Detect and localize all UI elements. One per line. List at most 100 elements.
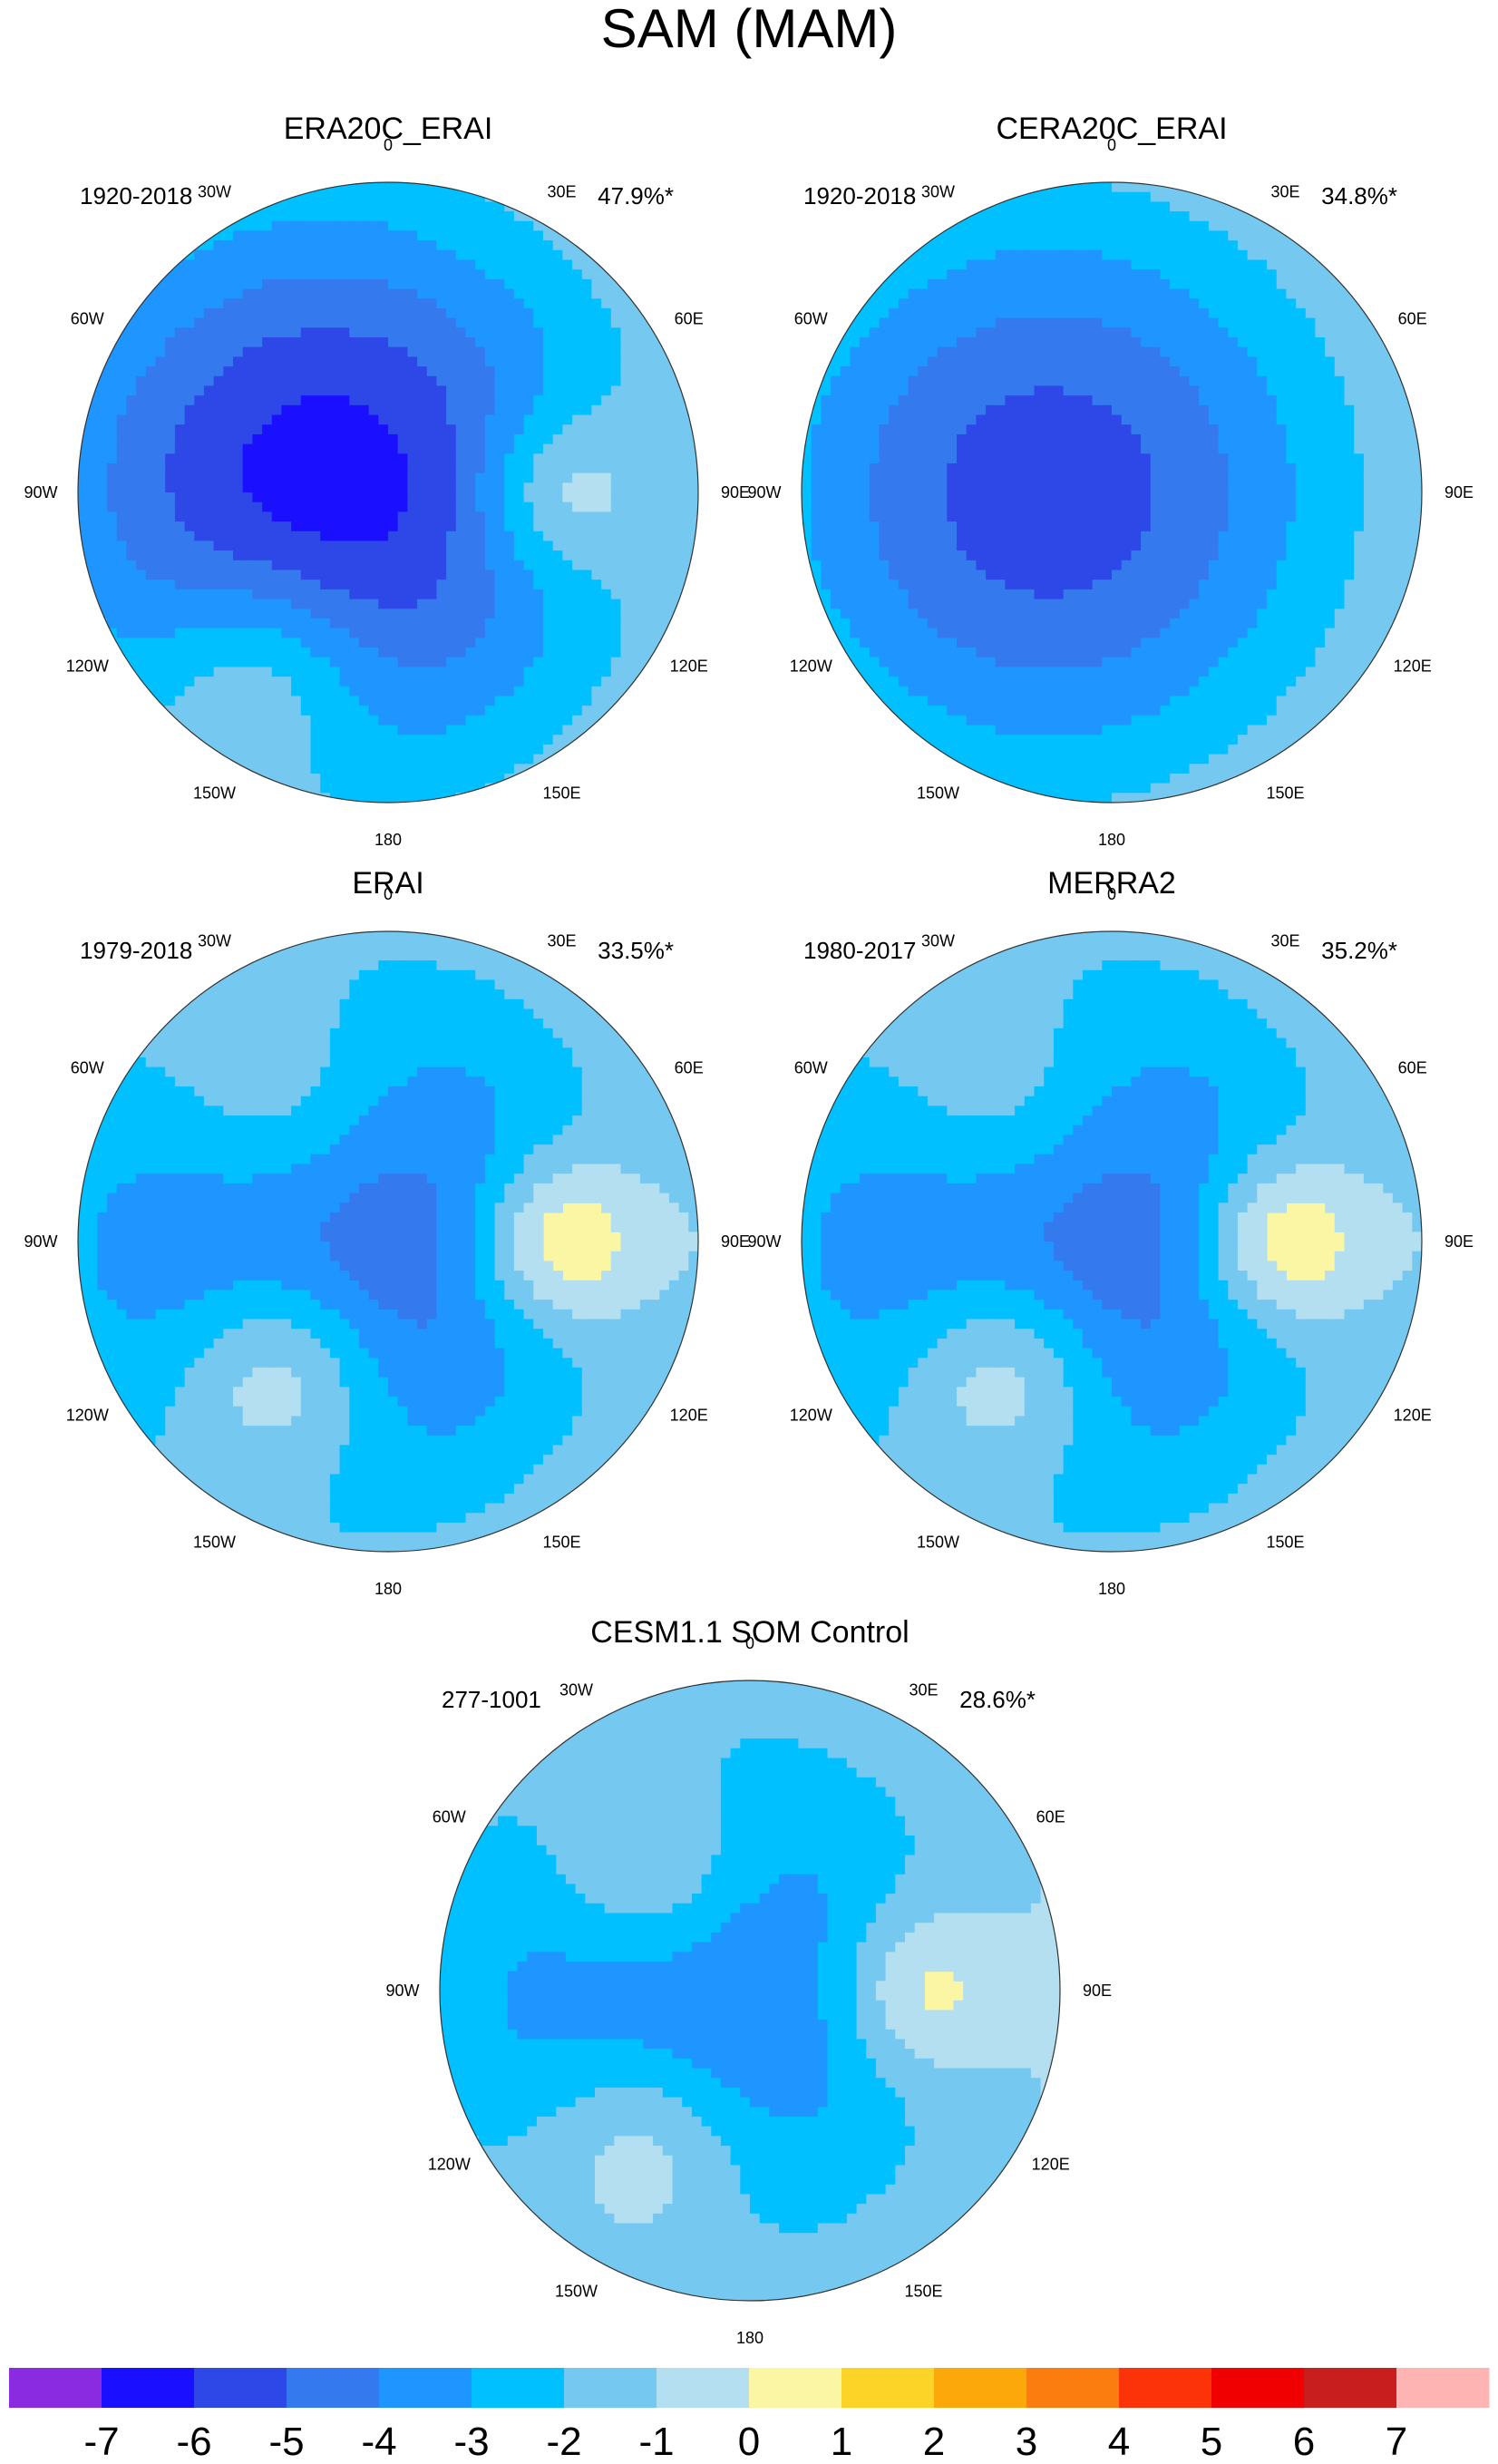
- contour-cell: [145, 298, 157, 309]
- contour-cell: [378, 278, 389, 290]
- contour-cell: [831, 511, 841, 522]
- contour-cell: [513, 589, 525, 600]
- contour-cell: [572, 395, 583, 406]
- contour-cell: [1063, 579, 1074, 590]
- contour-cell: [368, 182, 379, 193]
- contour-cell: [659, 443, 670, 454]
- contour-cell: [1092, 346, 1103, 357]
- contour-cell: [1053, 541, 1065, 551]
- contour-cell: [543, 735, 554, 745]
- contour-cell: [320, 550, 331, 561]
- contour-cell: [320, 375, 331, 387]
- contour-cell: [966, 715, 977, 726]
- contour-cell: [1005, 521, 1016, 532]
- contour-cell: [300, 715, 312, 726]
- contour-cell: [860, 686, 871, 697]
- contour-cell: [1063, 609, 1074, 619]
- contour-cell: [581, 735, 593, 745]
- contour-cell: [339, 278, 350, 290]
- contour-cell: [310, 628, 321, 638]
- contour-cell: [957, 744, 968, 755]
- contour-cell: [203, 502, 215, 512]
- contour-cell: [831, 579, 841, 590]
- contour-cell: [1024, 696, 1036, 706]
- contour-cell: [155, 453, 166, 464]
- contour-cell: [446, 201, 457, 212]
- contour-cell: [320, 511, 331, 522]
- contour-cell: [320, 249, 331, 261]
- contour-cell: [1063, 764, 1074, 774]
- longitude-label: 0: [384, 136, 393, 154]
- contour-cell: [320, 453, 331, 464]
- contour-cell: [927, 502, 939, 512]
- contour-cell: [339, 599, 350, 609]
- contour-cell: [610, 521, 622, 532]
- contour-cell: [1044, 657, 1055, 667]
- contour-cell: [271, 686, 283, 697]
- contour-cell: [630, 395, 641, 406]
- contour-cell: [513, 346, 525, 357]
- contour-cell: [1034, 609, 1045, 619]
- contour-cell: [184, 618, 195, 629]
- contour-cell: [213, 502, 224, 512]
- contour-cell: [1005, 492, 1016, 503]
- contour-cell: [310, 599, 321, 609]
- contour-cell: [1044, 793, 1055, 803]
- contour-cell: [966, 686, 977, 697]
- contour-cell: [203, 404, 215, 416]
- contour-cell: [174, 414, 186, 425]
- contour-cell: [1082, 764, 1094, 774]
- contour-cell: [552, 541, 563, 551]
- contour-cell: [97, 560, 108, 571]
- contour-cell: [426, 424, 438, 435]
- contour-cell: [397, 259, 408, 270]
- contour-cell: [620, 298, 631, 309]
- contour-cell: [869, 404, 880, 416]
- contour-cell: [300, 735, 312, 745]
- contour-cell: [126, 599, 137, 609]
- contour-cell: [455, 463, 467, 474]
- contour-cell: [937, 288, 948, 299]
- contour-cell: [87, 424, 98, 435]
- contour-cell: [523, 472, 534, 483]
- contour-cell: [610, 278, 622, 290]
- contour-cell: [879, 453, 890, 464]
- contour-cell: [339, 706, 350, 716]
- contour-cell: [407, 609, 418, 619]
- contour-cell: [957, 278, 968, 290]
- contour-cell: [368, 463, 379, 474]
- contour-cell: [889, 414, 900, 425]
- contour-cell: [407, 783, 418, 794]
- contour-cell: [465, 307, 476, 319]
- contour-cell: [358, 385, 370, 396]
- contour-cell: [879, 628, 890, 638]
- contour-cell: [860, 395, 871, 406]
- contour-cell: [1053, 182, 1065, 193]
- contour-cell: [320, 502, 331, 512]
- contour-cell: [145, 317, 157, 328]
- contour-cell: [436, 511, 447, 522]
- contour-cell: [136, 424, 147, 435]
- contour-cell: [426, 337, 438, 348]
- contour-cell: [358, 657, 370, 667]
- contour-cell: [107, 385, 118, 396]
- contour-cell: [591, 648, 602, 658]
- contour-cell: [869, 511, 880, 522]
- contour-cell: [1102, 249, 1113, 261]
- contour-cell: [320, 570, 331, 580]
- contour-cell: [174, 570, 186, 580]
- contour-cell: [523, 521, 534, 532]
- contour-cell: [203, 433, 215, 445]
- contour-cell: [659, 589, 670, 600]
- contour-cell: [1024, 618, 1036, 629]
- contour-cell: [310, 424, 321, 435]
- contour-cell: [484, 211, 496, 222]
- contour-cell: [889, 638, 900, 648]
- contour-cell: [494, 211, 505, 222]
- contour-cell: [417, 249, 428, 261]
- contour-cell: [407, 715, 418, 726]
- contour-cell: [995, 618, 1007, 629]
- contour-cell: [821, 579, 832, 590]
- contour-cell: [1005, 618, 1016, 629]
- contour-cell: [1015, 230, 1026, 241]
